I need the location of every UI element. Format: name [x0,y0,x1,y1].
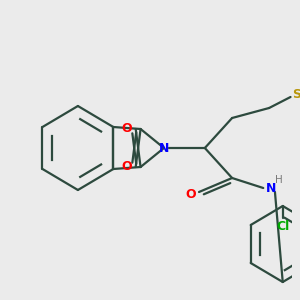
Text: N: N [266,182,276,194]
Text: O: O [122,122,132,136]
Text: S: S [292,88,300,100]
Text: Cl: Cl [276,220,290,233]
Text: O: O [122,160,132,173]
Text: N: N [159,142,169,154]
Text: H: H [275,175,283,185]
Text: O: O [185,188,196,200]
